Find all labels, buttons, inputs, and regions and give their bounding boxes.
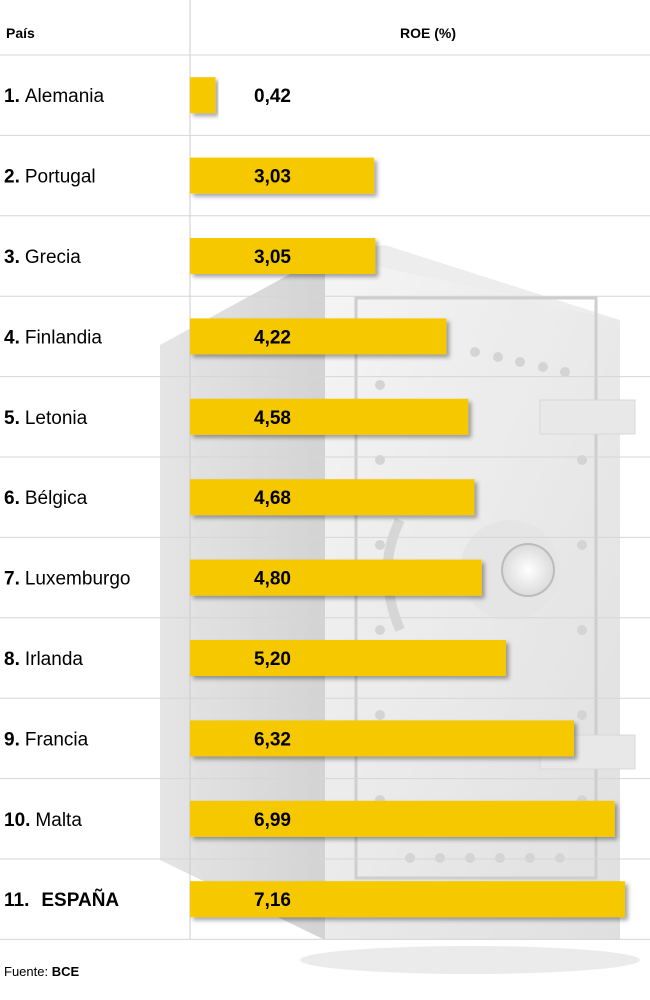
category-rank: 2.	[4, 167, 20, 188]
value-label: 4,22	[254, 327, 291, 348]
category-name: Irlanda	[25, 649, 84, 670]
category-rank: 5.	[4, 408, 20, 429]
category-label: 5. Letonia	[4, 408, 88, 429]
bar-row: 4. Finlandia 4,22	[4, 318, 447, 355]
category-name: Letonia	[25, 408, 88, 429]
category-rank: 9.	[4, 729, 20, 750]
bar	[190, 640, 506, 676]
header-country: País	[6, 25, 35, 41]
category-name: Francia	[25, 729, 89, 750]
bar-row: 3. Grecia 3,05	[4, 238, 376, 274]
value-label: 4,58	[254, 408, 291, 429]
value-label: 6,99	[254, 810, 291, 831]
category-name: Luxemburgo	[25, 569, 131, 590]
bar-row: 10. Malta 6,99	[4, 800, 615, 837]
source-label: Fuente:	[4, 964, 48, 979]
category-rank: 11.	[4, 890, 29, 911]
category-name: Portugal	[25, 167, 96, 188]
value-label: 3,05	[254, 247, 291, 268]
bar	[190, 398, 469, 435]
value-label: 5,20	[254, 649, 291, 670]
bar-row: 9. Francia 6,32	[4, 720, 574, 757]
value-label: 4,80	[254, 569, 291, 590]
bar	[190, 800, 615, 837]
category-rank: 6.	[4, 488, 20, 509]
bar	[190, 157, 375, 194]
category-label: 4. Finlandia	[4, 327, 102, 348]
category-label: 1. Alemania	[4, 86, 105, 107]
value-label: 4,68	[254, 488, 291, 509]
bar	[190, 881, 625, 918]
category-name: Grecia	[25, 247, 81, 268]
category-label: 10. Malta	[4, 810, 82, 831]
category-rank: 8.	[4, 649, 20, 670]
category-rank: 3.	[4, 247, 20, 268]
bar	[190, 720, 574, 757]
category-label: 7. Luxemburgo	[4, 569, 130, 590]
category-label: 11. ESPAÑA	[4, 889, 119, 911]
source-value: BCE	[52, 964, 80, 979]
category-label: 3. Grecia	[4, 247, 81, 268]
bar	[190, 559, 482, 596]
header-value: ROE (%)	[400, 25, 456, 41]
bar	[190, 318, 447, 355]
category-label: 8. Irlanda	[4, 649, 83, 670]
category-rank: 1.	[4, 86, 20, 107]
category-name: Finlandia	[25, 327, 103, 348]
value-label: 7,16	[254, 890, 291, 911]
grid-lines	[0, 0, 650, 940]
bar-row: 8. Irlanda 5,20	[4, 640, 506, 676]
chart-rows: 1. Alemania 0,42 2. Portugal 3,03 3. Grecia 3,05…	[4, 77, 625, 918]
source-line: Fuente: BCE	[4, 964, 79, 979]
bar-row: 5. Letonia 4,58	[4, 398, 469, 435]
bar-row: 11. ESPAÑA 7,16	[4, 881, 625, 918]
bar-row: 7. Luxemburgo 4,80	[4, 559, 482, 596]
value-label: 0,42	[254, 86, 291, 107]
bar	[190, 77, 216, 114]
bar	[190, 479, 475, 516]
category-name: Malta	[35, 810, 82, 831]
category-name: ESPAÑA	[41, 889, 119, 911]
category-label: 2. Portugal	[4, 167, 96, 188]
category-rank: 7.	[4, 569, 20, 590]
category-name: Bélgica	[25, 488, 88, 509]
bar	[190, 238, 376, 274]
bar-row: 6. Bélgica 4,68	[4, 479, 475, 516]
category-label: 9. Francia	[4, 729, 89, 750]
value-label: 3,03	[254, 167, 291, 188]
category-label: 6. Bélgica	[4, 488, 88, 509]
bar-row: 2. Portugal 3,03	[4, 157, 375, 194]
category-rank: 10.	[4, 810, 30, 831]
category-name: Alemania	[25, 86, 105, 107]
category-rank: 4.	[4, 327, 20, 348]
bar-row: 1. Alemania 0,42	[4, 77, 291, 114]
value-label: 6,32	[254, 729, 291, 750]
